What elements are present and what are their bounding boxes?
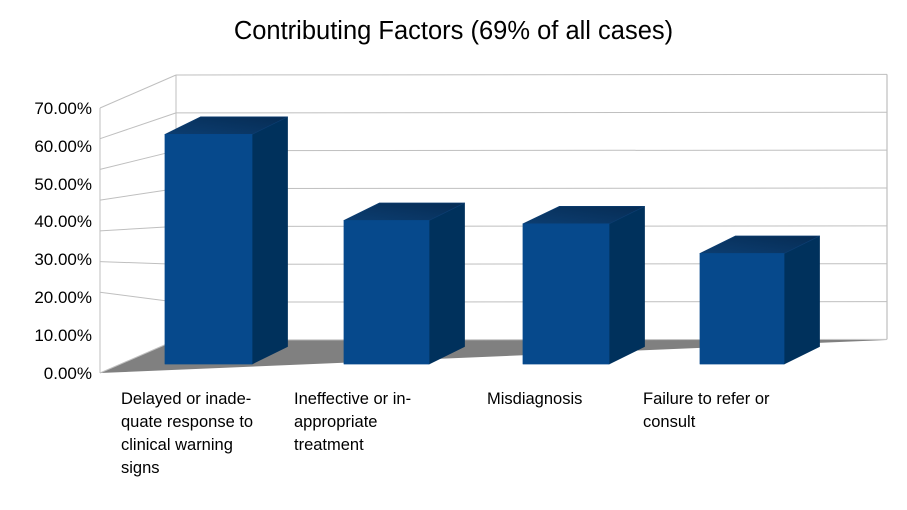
svg-text:quate response to: quate response to [121, 413, 253, 431]
svg-text:70.00%: 70.00% [34, 99, 92, 118]
svg-text:clinical warning: clinical warning [121, 436, 233, 454]
svg-text:40.00%: 40.00% [34, 212, 92, 231]
svg-text:treatment: treatment [294, 436, 364, 454]
svg-text:0.00%: 0.00% [44, 364, 92, 383]
svg-text:signs: signs [121, 459, 160, 477]
svg-text:Misdiagnosis: Misdiagnosis [487, 390, 582, 408]
svg-text:30.00%: 30.00% [34, 250, 92, 269]
svg-text:10.00%: 10.00% [34, 326, 92, 345]
svg-text:60.00%: 60.00% [34, 137, 92, 156]
svg-text:Failure to refer or: Failure to refer or [643, 390, 770, 408]
svg-text:20.00%: 20.00% [34, 288, 92, 307]
svg-text:Delayed or inade-: Delayed or inade- [121, 390, 251, 408]
svg-text:consult: consult [643, 413, 696, 431]
svg-text:appropriate: appropriate [294, 413, 377, 431]
svg-text:Ineffective or in-: Ineffective or in- [294, 390, 411, 408]
svg-text:50.00%: 50.00% [34, 175, 92, 194]
